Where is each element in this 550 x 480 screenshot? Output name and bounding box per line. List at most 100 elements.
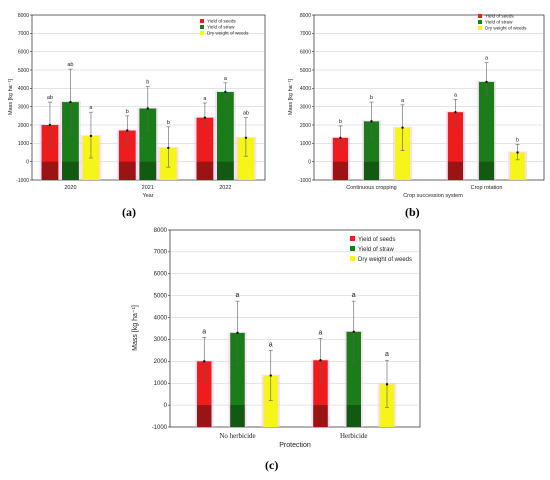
y-tick-label-c-1: 0 — [164, 403, 168, 409]
bar-c-1-straw — [346, 331, 361, 427]
y-tick-label-b-8: 7000 — [300, 31, 311, 37]
bar-b-1-weeds — [509, 152, 526, 180]
mean-point-b-0-weeds — [401, 126, 404, 129]
x-tick-label-c-1: Herbicide — [340, 432, 368, 440]
y-tick-label-c-4: 3000 — [154, 337, 168, 343]
y-tick-label-b-3: 2000 — [300, 123, 311, 129]
y-tick-label-a-2: 1000 — [18, 141, 29, 147]
sig-label-b-0-weeds: a — [401, 98, 405, 104]
legend-swatch-weeds-c — [350, 256, 355, 261]
legend-swatch-seeds-c — [350, 236, 355, 241]
y-tick-label-b-4: 3000 — [300, 104, 311, 110]
mean-point-b-1-weeds — [516, 151, 519, 154]
y-tick-label-a-4: 3000 — [18, 104, 29, 110]
legend-a: Yield of seeds Yield of straw Dry weight… — [200, 19, 249, 36]
y-tick-label-c-0: -1000 — [152, 425, 168, 431]
sig-label-a-2-weeds: ab — [243, 111, 249, 117]
x-tick-label-a-0: 2020 — [64, 185, 76, 191]
legend-swatch-straw-a — [200, 25, 204, 29]
legend-label-straw-a: Yield of straw — [207, 25, 235, 30]
mean-point-b-0-seeds — [339, 136, 342, 140]
legend-label-seeds-a: Yield of seeds — [207, 19, 236, 24]
mean-point-a-0-weeds — [89, 134, 93, 138]
chart-c: -1000 0 1000 2000 3000 4000 5000 6000 7000 8000 N… — [132, 228, 421, 472]
y-tick-label-b-9: 8000 — [300, 13, 311, 19]
bar-base-c-1-straw — [346, 405, 361, 427]
mean-point-a-2-straw — [224, 90, 227, 94]
sig-label-b-1-straw: a — [485, 56, 489, 62]
mean-point-b-1-seeds — [454, 110, 457, 114]
mean-point-a-1-weeds — [167, 146, 170, 150]
plot-frame-c — [169, 229, 421, 428]
legend-b: Yield of seeds Yield of straw Dry weight… — [478, 14, 527, 31]
x-tick-label-b-0: Continuous cropping — [346, 185, 396, 191]
mean-point-c-0-straw — [236, 331, 239, 335]
sig-label-b-1-weeds: b — [516, 137, 519, 143]
mean-point-c-1-weeds — [385, 383, 389, 386]
mean-point-a-1-straw — [146, 107, 150, 110]
legend-swatch-straw-c — [350, 246, 355, 251]
sig-label-a-2-straw: a — [224, 76, 228, 82]
y-tick-label-b-6: 5000 — [300, 68, 311, 74]
sig-label-a-2-seeds: a — [203, 96, 207, 102]
x-tick-label-a-1: 2021 — [142, 185, 154, 191]
legend-swatch-weeds-b — [478, 26, 482, 30]
y-tick-label-b-7: 6000 — [300, 49, 311, 55]
mean-point-c-0-seeds — [203, 360, 206, 363]
legend-swatch-straw-b — [478, 20, 482, 24]
bar-c-0-straw — [230, 332, 245, 427]
sig-label-b-0-seeds: b — [339, 119, 342, 125]
y-tick-label-b-5: 4000 — [300, 86, 311, 92]
y-tick-label-a-6: 5000 — [18, 68, 29, 74]
legend-swatch-weeds-a — [200, 31, 204, 35]
mean-point-a-0-seeds — [48, 123, 52, 127]
bar-base-b-1-seeds — [447, 161, 464, 180]
chart-b: -1000 0 1000 2000 3000 4000 5000 6000 7000 8000 C… — [288, 13, 545, 219]
legend-label-straw-c: Yield of straw — [358, 247, 394, 253]
mean-point-a-0-straw — [69, 100, 72, 104]
y-tick-label-c-5: 4000 — [154, 315, 168, 321]
y-tick-label-c-2: 1000 — [154, 381, 168, 387]
legend-label-straw-b: Yield of straw — [485, 20, 513, 25]
sig-label-a-1-weeds: b — [167, 120, 170, 126]
bar-base-a-1-straw — [139, 161, 157, 180]
sig-label-c-1-weeds: a — [385, 351, 389, 358]
sig-label-a-0-seeds: ab — [47, 95, 53, 101]
legend-label-seeds-c: Yield of seeds — [358, 237, 395, 243]
y-tick-label-b-1: 0 — [308, 159, 311, 165]
bar-base-a-0-straw — [62, 161, 79, 180]
sig-label-c-0-straw: a — [236, 292, 240, 299]
legend-label-weeds-b: Dry weight of weeds — [485, 26, 527, 31]
plot-frame-b — [313, 14, 545, 181]
sig-label-c-1-seeds: a — [319, 329, 323, 336]
bar-base-b-1-straw — [478, 161, 495, 180]
legend-label-weeds-c: Dry weight of weeds — [358, 257, 412, 263]
y-tick-label-a-9: 8000 — [18, 13, 29, 19]
legend-c: Yield of seeds Yield of straw Dry weight… — [350, 236, 412, 263]
y-tick-label-a-0: -1000 — [16, 178, 29, 184]
y-tick-label-c-7: 6000 — [154, 272, 168, 278]
sig-label-c-0-weeds: a — [269, 341, 273, 348]
x-axis-title-a: Year — [142, 193, 153, 199]
legend-swatch-seeds-a — [200, 19, 204, 23]
sig-label-b-0-straw: b — [370, 95, 373, 101]
y-tick-label-a-1: 0 — [26, 159, 29, 165]
chart-a: -1000 0 1000 2000 3000 4000 5000 6000 7000 8000 2… — [8, 13, 266, 219]
y-tick-label-a-8: 7000 — [18, 31, 29, 37]
y-axis-title-b: Mass [kg ha⁻¹] — [288, 79, 294, 115]
bar-a-0-straw — [62, 102, 79, 180]
bar-b-1-straw — [478, 81, 495, 180]
mean-point-c-1-straw — [352, 330, 355, 333]
panel-label-a: (a) — [122, 205, 136, 219]
sig-label-a-0-weeds: a — [89, 105, 93, 111]
bar-a-2-weeds — [237, 137, 255, 180]
y-axis-title-c: Mass [kg ha⁻¹] — [132, 305, 139, 351]
y-tick-label-c-8: 7000 — [154, 250, 168, 256]
mean-point-b-0-straw — [370, 120, 373, 123]
x-axis-title-c: Protection — [279, 442, 311, 449]
bar-base-c-0-seeds — [197, 405, 212, 427]
bar-base-a-0-seeds — [41, 161, 59, 180]
y-tick-label-c-9: 8000 — [154, 228, 168, 234]
sig-label-b-1-seeds: a — [454, 92, 458, 98]
